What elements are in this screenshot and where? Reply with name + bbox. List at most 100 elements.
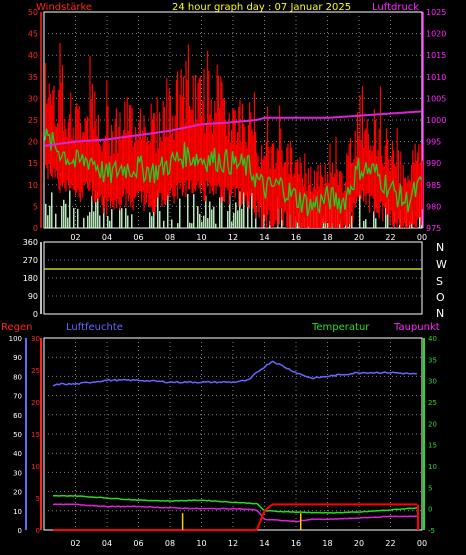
wind-x-tick: 00 [417,233,427,242]
calm-bar [203,215,205,228]
calm-bar [199,213,201,228]
calm-bar [87,215,89,228]
gust-bar [183,76,185,193]
gust-bar [207,50,209,187]
temp-y-tick: 0 [428,506,432,514]
gust-bar [125,133,127,208]
dir-label-w: W [436,258,447,271]
weather-x-tick: 04 [102,539,112,548]
gust-bar [403,178,405,223]
gust-bar [54,126,56,178]
calm-bar [109,220,111,228]
gust-bar [175,79,177,185]
gust-bar [101,151,103,206]
gust-bar [385,128,387,216]
gust-bar [347,155,349,227]
temp-y-tick: 5 [428,484,432,492]
gust-bar [79,122,81,203]
gust-bar [115,108,117,209]
weather-chart: 0102030405060708090100051015202530-50510… [9,335,437,548]
gust-bar [113,153,115,210]
gust-bar [252,134,254,209]
wind-y-tick: 5 [33,202,38,211]
gust-bar [138,119,140,192]
gust-bar [280,128,282,208]
gust-bar [419,163,421,217]
gust-bar [219,107,221,187]
wind-chart: 0510152025303540455097598098599099510001… [28,8,447,242]
gust-bar [257,155,259,212]
temp-y-tick: 30 [428,378,437,386]
gust-bar [199,75,201,194]
gust-bar [340,171,342,228]
gust-bar [285,162,287,211]
calm-bar [111,209,113,228]
gust-bar [323,187,325,223]
gust-bar [327,173,329,223]
gust-bar [87,116,89,189]
gust-bar [156,97,158,198]
gust-bar [118,126,120,205]
humidity-y-tick: 50 [13,431,22,439]
calm-bar [149,212,151,228]
calm-bar [177,223,179,228]
gust-bar [135,127,137,197]
calm-bar [385,202,387,228]
humidity-title: Luftfeuchte [66,322,123,333]
calm-bar [159,211,161,228]
temperature-line [53,494,418,514]
gust-bar [271,143,273,227]
wind-x-tick: 02 [70,233,80,242]
calm-bar [213,206,215,228]
weather-x-tick: 12 [228,539,238,548]
gust-bar [270,146,272,228]
gust-bar [276,148,278,227]
gust-bar [119,112,121,211]
wind-x-tick: 14 [259,233,269,242]
gust-bar [189,105,191,190]
gust-bar [221,82,223,197]
gust-bar [95,121,97,203]
gust-bar [393,150,395,228]
rain-y-tick: 30 [31,335,40,343]
wind-average-line [44,128,423,217]
calm-bar [127,215,129,228]
gust-bar [70,92,72,189]
gust-bar [289,140,291,215]
gust-bar [168,88,170,197]
calm-bar [209,201,211,228]
gust-bar [293,173,295,228]
gust-bar [210,99,212,187]
gust-bar [130,104,132,208]
gust-bar [355,156,357,203]
gust-bar [315,189,317,228]
gust-bar [409,181,411,228]
calm-bar [205,195,207,228]
weather-x-tick: 08 [165,539,175,548]
gust-bar [317,165,319,228]
pressure-y-tick: 995 [426,138,441,147]
calm-bar [153,199,155,228]
humidity-y-tick: 30 [13,469,22,477]
gust-bar [131,107,133,202]
gust-bar [251,129,253,194]
gust-bar [361,86,363,191]
gust-bar [287,143,289,228]
gust-bar [185,60,187,198]
wind-y-tick: 20 [28,138,38,147]
calm-bar [163,220,165,228]
gust-bar [83,132,85,185]
wind-y-tick: 15 [28,159,38,168]
calm-bar [73,208,75,228]
gust-bar [191,109,193,194]
gust-bar [402,164,404,228]
gust-bar [163,107,165,205]
gust-bar [166,78,168,201]
gust-bar [256,152,258,201]
gust-bar [259,168,261,206]
gust-bar [269,168,271,226]
gust-bar [375,119,377,209]
gust-bar [81,138,83,193]
wind-x-tick: 12 [228,233,238,242]
gust-bar [397,150,399,219]
